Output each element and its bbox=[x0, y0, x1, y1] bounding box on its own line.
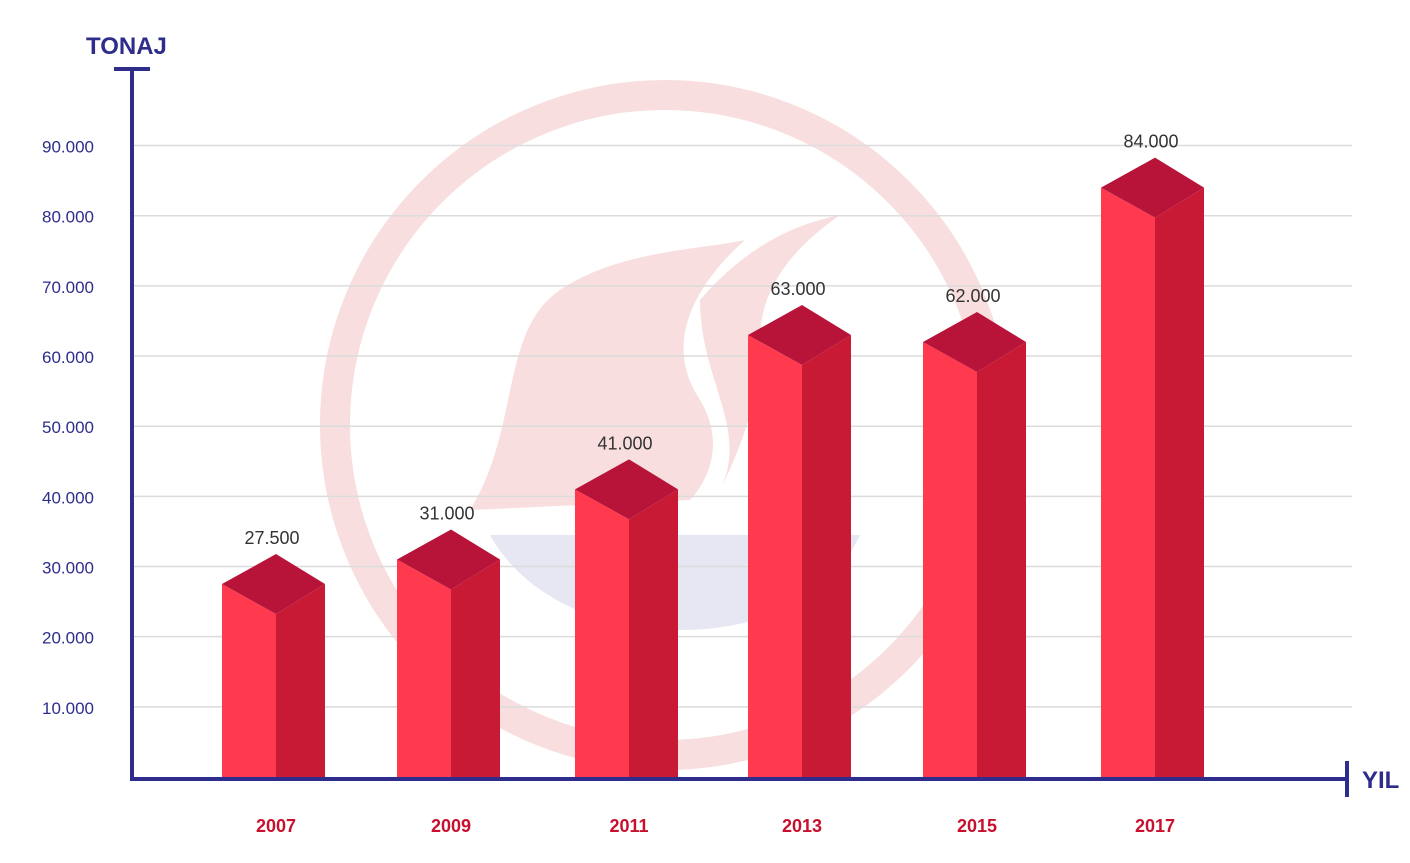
y-tick-label: 60.000 bbox=[42, 348, 94, 367]
bars bbox=[222, 157, 1204, 777]
bar bbox=[748, 304, 851, 777]
x-tick-label: 2015 bbox=[957, 816, 997, 836]
value-labels: 27.500 31.000 41.000 63.000 62.000 84.000 bbox=[244, 132, 1178, 548]
bar-side-face bbox=[1155, 187, 1204, 777]
data-label: 31.000 bbox=[419, 504, 474, 524]
data-label: 84.000 bbox=[1123, 132, 1178, 152]
y-tick-label: 30.000 bbox=[42, 559, 94, 578]
y-tick-label: 10.000 bbox=[42, 699, 94, 718]
bar-front-face bbox=[1101, 187, 1155, 777]
y-tick-label: 90.000 bbox=[42, 138, 94, 157]
bar-top-face bbox=[923, 312, 1026, 373]
data-label: 63.000 bbox=[770, 279, 825, 299]
y-tick-label: 20.000 bbox=[42, 629, 94, 648]
bar bbox=[397, 529, 500, 777]
bar-side-face bbox=[451, 559, 500, 777]
bar-side-face bbox=[276, 584, 325, 777]
x-tick-label: 2011 bbox=[609, 816, 648, 836]
bar-front-face bbox=[575, 489, 629, 777]
data-label: 62.000 bbox=[945, 286, 1000, 306]
bar-front-face bbox=[923, 342, 977, 777]
bar bbox=[222, 554, 325, 777]
bar bbox=[923, 312, 1026, 777]
bar-top-face bbox=[748, 304, 851, 365]
bar-side-face bbox=[802, 334, 851, 777]
bar-front-face bbox=[397, 559, 451, 777]
bar-top-face bbox=[222, 554, 325, 615]
bar bbox=[575, 459, 678, 777]
y-axis-ticks: 10.000 20.000 30.000 40.000 50.000 60.000 70.0… bbox=[42, 138, 94, 718]
axes: TONAJ YIL bbox=[86, 33, 1399, 797]
y-axis-title: TONAJ bbox=[86, 33, 167, 60]
x-axis-categories: 2007 2009 2011 2013 2015 2017 bbox=[256, 816, 1175, 836]
x-tick-label: 2007 bbox=[256, 816, 296, 836]
x-tick-label: 2013 bbox=[782, 816, 822, 836]
y-tick-label: 70.000 bbox=[42, 278, 94, 297]
data-label: 27.500 bbox=[244, 528, 299, 548]
bar-front-face bbox=[748, 334, 802, 777]
data-label: 41.000 bbox=[597, 433, 652, 453]
y-tick-label: 50.000 bbox=[42, 418, 94, 437]
bar-side-face bbox=[629, 489, 678, 777]
bar bbox=[1101, 157, 1204, 777]
bar-top-face bbox=[1101, 157, 1204, 218]
x-tick-label: 2009 bbox=[431, 816, 471, 836]
bar-top-face bbox=[575, 459, 678, 520]
y-tick-label: 80.000 bbox=[42, 208, 94, 227]
x-axis-title: YIL bbox=[1362, 767, 1399, 794]
bar-top-face bbox=[397, 529, 500, 590]
y-tick-label: 40.000 bbox=[42, 488, 94, 507]
bar-side-face bbox=[977, 342, 1026, 777]
bar-front-face bbox=[222, 584, 276, 777]
x-tick-label: 2017 bbox=[1135, 816, 1175, 836]
